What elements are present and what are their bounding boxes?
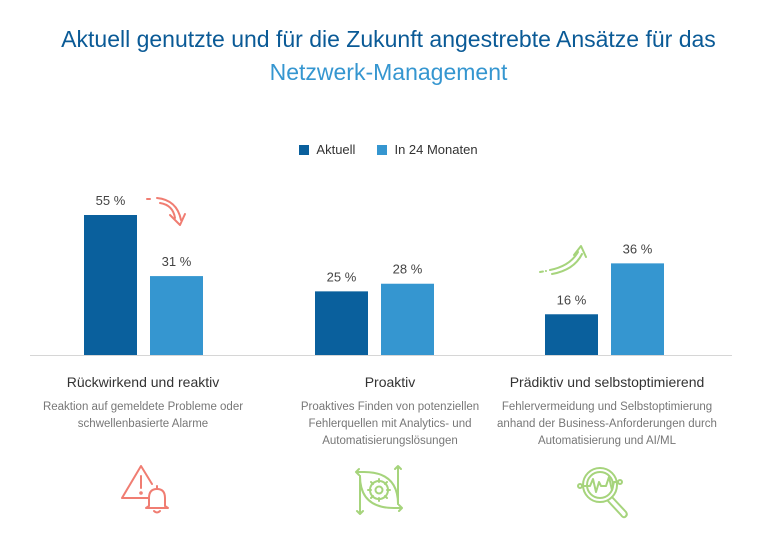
- legend-swatch-aktuell: [299, 144, 310, 155]
- trend-arrow-down-icon: [146, 197, 186, 226]
- bar-in24: [150, 276, 203, 355]
- data-label: 36 %: [623, 241, 653, 256]
- category-description: Fehlervermeidung und Selbstoptimierung a…: [487, 399, 727, 450]
- chart-title-line1: Aktuell genutzte und für die Zukunft ang…: [61, 26, 716, 52]
- description-line: Proaktives Finden von potenziellen: [300, 401, 480, 413]
- description-line: schwellenbasierte Alarme: [77, 418, 209, 430]
- bar-in24: [381, 283, 434, 355]
- category-description: Proaktives Finden von potenziellen Fehle…: [270, 399, 510, 450]
- warning-bell-icon: [121, 465, 169, 514]
- data-label: 16 %: [557, 292, 587, 307]
- description-line: Reaktion auf gemeldete Probleme oder: [42, 401, 244, 413]
- category-description: Reaktion auf gemeldete Probleme oder sch…: [23, 399, 263, 433]
- legend: Aktuell In 24 Monaten: [0, 142, 777, 157]
- legend-item-aktuell: Aktuell: [299, 142, 355, 157]
- chart-title-line2: Netzwerk-Management: [269, 59, 508, 85]
- description-line: Automatisierungslösungen: [322, 435, 458, 447]
- bar-in24: [611, 263, 664, 355]
- bar-aktuell: [315, 291, 368, 355]
- description-line: Fehlervermeidung und Selbstoptimierung: [501, 401, 713, 413]
- data-label: 25 %: [327, 269, 357, 284]
- category-title: Prädiktiv und selbstoptimierend: [509, 374, 705, 390]
- magnifier-pulse-icon: [577, 467, 628, 519]
- legend-swatch-in24: [377, 144, 388, 155]
- description-line: Fehlerquellen mit Analytics- und: [308, 418, 472, 430]
- description-line: Automatisierung und AI/ML: [537, 435, 677, 447]
- description-line: anhand der Business-Anforderungen durch: [497, 418, 717, 430]
- gear-arrows-icon: [355, 465, 403, 515]
- data-label: 31 %: [162, 254, 192, 269]
- category-title: Rückwirkend und reaktiv: [66, 374, 220, 390]
- category-title: Proaktiv: [364, 374, 416, 390]
- bar-aktuell: [84, 215, 137, 355]
- trend-arrow-up-icon: [539, 245, 587, 275]
- legend-item-in24: In 24 Monaten: [377, 142, 478, 157]
- legend-label-in24: In 24 Monaten: [394, 142, 478, 157]
- data-label: 28 %: [393, 262, 423, 277]
- data-label: 55 %: [96, 193, 126, 208]
- bar-aktuell: [545, 314, 598, 355]
- legend-label-aktuell: Aktuell: [316, 142, 356, 157]
